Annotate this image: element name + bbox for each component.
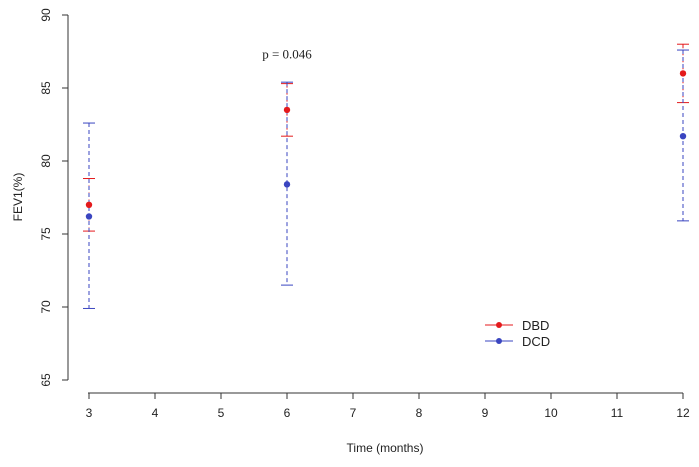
x-tick-label-10: 10	[544, 406, 558, 420]
y-tick-label-75: 75	[39, 227, 53, 241]
legend-label-dcd: DCD	[522, 334, 550, 349]
legend: DBD DCD	[485, 318, 550, 349]
x-tick-label-12: 12	[676, 406, 690, 420]
p-value-annotation: p = 0.046	[262, 46, 312, 61]
x-tick-label-4: 4	[152, 406, 159, 420]
point-dbd-12	[679, 70, 687, 77]
y-tick-label-70: 70	[39, 300, 53, 314]
x-tick-label-7: 7	[350, 406, 357, 420]
x-axis-title: Time (months)	[347, 441, 424, 455]
error-bars	[83, 43, 689, 309]
y-ticks: 65 70 75 80 85 90	[39, 8, 68, 387]
data-points	[85, 70, 687, 220]
x-tick-label-5: 5	[218, 406, 225, 420]
point-dbd-3	[85, 201, 93, 208]
axes: 65 70 75 80 85 90 3 4 5 6 7 8 9 10 11 12	[39, 8, 690, 420]
y-tick-label-85: 85	[39, 81, 53, 95]
x-tick-label-9: 9	[482, 406, 489, 420]
y-tick-label-90: 90	[39, 8, 53, 22]
legend-marker-dcd	[496, 338, 502, 344]
point-dbd-6	[283, 106, 291, 114]
point-dcd-12	[679, 132, 687, 140]
legend-label-dbd: DBD	[522, 318, 549, 333]
x-tick-label-8: 8	[416, 406, 423, 420]
y-tick-label-65: 65	[39, 373, 53, 387]
y-axis-title: FEV1(%)	[11, 173, 25, 222]
legend-item-dcd: DCD	[485, 334, 550, 349]
point-dcd-3	[85, 213, 93, 220]
point-dcd-6	[283, 181, 291, 188]
x-ticks: 3 4 5 6 7 8 9 10 11 12	[86, 393, 690, 420]
x-tick-label-3: 3	[86, 406, 93, 420]
legend-item-dbd: DBD	[485, 318, 549, 333]
x-tick-label-6: 6	[284, 406, 291, 420]
y-tick-label-80: 80	[39, 154, 53, 168]
x-tick-label-11: 11	[611, 406, 624, 420]
legend-marker-dbd	[496, 322, 502, 328]
